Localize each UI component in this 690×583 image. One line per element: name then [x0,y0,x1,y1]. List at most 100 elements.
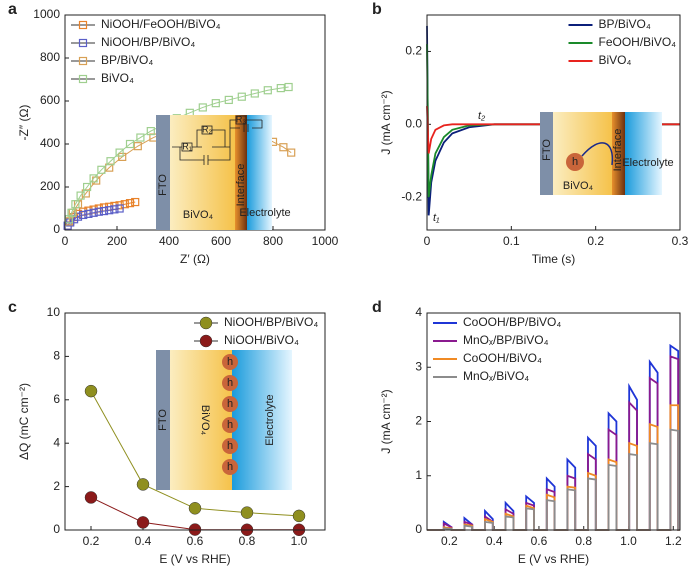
data-point [276,83,285,93]
data-point [89,208,98,217]
x-tick-label: 0 [424,234,431,248]
x-tick-label: 0.8 [575,534,592,548]
inset-label: BiVO₄ [563,180,594,192]
series-line [68,86,289,220]
inset-label: Electrolyte [264,394,276,445]
y-axis-label: J (mA cm⁻²) [379,389,393,453]
inset-label: h [227,398,233,410]
inset-label: BiVO₄ [199,405,211,436]
inset-c: FTO BiVO₄ Electrolyte h h h h h h [156,350,292,490]
y-tick-label: 200 [40,179,60,193]
inset-label: FTO [157,409,169,431]
data-point [79,210,88,220]
x-tick-label: 0 [62,234,69,248]
x-tick-label: 0.3 [672,234,689,248]
x-tick-label: 0.2 [587,234,604,248]
legend-marker [199,334,213,348]
inset-label: h [227,461,233,473]
y-axis-label: J (mA cm⁻²) [379,90,393,154]
series-line [427,404,680,531]
inset-label: h [227,356,233,368]
legend-marker [78,74,88,84]
data-point [105,206,114,215]
y-tick-label: 0.2 [405,44,422,58]
y-tick-label: 800 [40,50,60,64]
inset-label: FTO [541,139,553,161]
inset-label: h [227,440,233,452]
y-tick-label: 3 [415,359,422,373]
panel-label: b [372,1,382,18]
data-point [118,152,127,161]
data-point [125,199,135,208]
inset-b: h FTO BiVO₄ Interface Electrolyte [540,112,674,195]
inset-label: h [227,377,233,389]
data-point [76,191,85,200]
data-point [188,502,202,515]
data-point [136,516,150,529]
data-point [224,95,233,105]
y-tick-label: 0.0 [405,116,422,130]
data-point [115,148,124,157]
inset-label: h [572,156,578,168]
annotation: t₂ [478,110,486,122]
y-tick-label: 8 [53,349,60,363]
y-tick-label: 6 [53,392,60,406]
legend-marker [199,316,213,330]
legend-label: BP/BiVO₄ [599,17,651,31]
legend-label: NiOOH/BiVO₄ [224,333,299,347]
y-tick-label: 0 [53,522,60,536]
x-tick-label: 200 [107,234,127,248]
inset-label: R₃ [236,114,246,124]
data-point [84,491,98,504]
y-tick-label: 0 [53,222,60,236]
data-point [106,157,115,166]
y-tick-label: 1 [415,468,422,482]
data-point [97,165,106,174]
data-point [92,176,101,185]
x-tick-label: 1.0 [620,534,637,548]
data-point [198,103,207,112]
data-point [125,139,135,149]
inset-label: FTO [157,174,169,196]
x-tick-label: 1000 [312,234,339,248]
x-tick-label: 600 [211,234,231,248]
data-point [82,182,92,192]
x-axis-label: E (V vs RHE) [518,552,589,566]
inset-label: Electrolyte [622,157,673,169]
data-point [94,207,103,216]
data-point [136,133,145,142]
y-tick-label: 0 [415,522,422,536]
x-axis-label: E (V vs RHE) [159,552,230,566]
data-point [250,89,259,98]
y-tick-label: 4 [53,435,60,449]
y-tick-label: 4 [415,305,422,319]
series-line [427,428,680,531]
panel-label: c [8,299,17,316]
legend-label: NiOOH/FeOOH/BiVO₄ [101,17,221,31]
data-point [67,208,76,217]
y-tick-label: 1000 [33,7,60,21]
plot-frame [426,14,681,231]
y-axis-label: -Z″ (Ω) [17,105,31,141]
data-point [110,205,119,214]
legend-label: BP/BiVO₄ [101,53,153,67]
y-tick-label: 600 [40,93,60,107]
legend-label: BiVO₄ [101,71,134,85]
data-point [279,143,288,152]
data-point [115,204,124,213]
x-axis-label: Time (s) [532,252,576,266]
y-tick-label: 400 [40,136,60,150]
data-point [263,86,272,95]
legend-marker [78,38,88,48]
x-tick-label: 0.6 [531,534,548,548]
x-tick-label: 1.2 [665,534,682,548]
y-axis-label: ΔQ (mC cm⁻²) [17,383,31,460]
panel-label: d [372,299,382,316]
y-tick-label: -0.2 [401,189,422,203]
legend-label: FeOOH/BiVO₄ [599,35,677,49]
inset-label: R₁ [182,141,192,151]
x-tick-label: 400 [159,234,179,248]
data-point [71,200,80,209]
